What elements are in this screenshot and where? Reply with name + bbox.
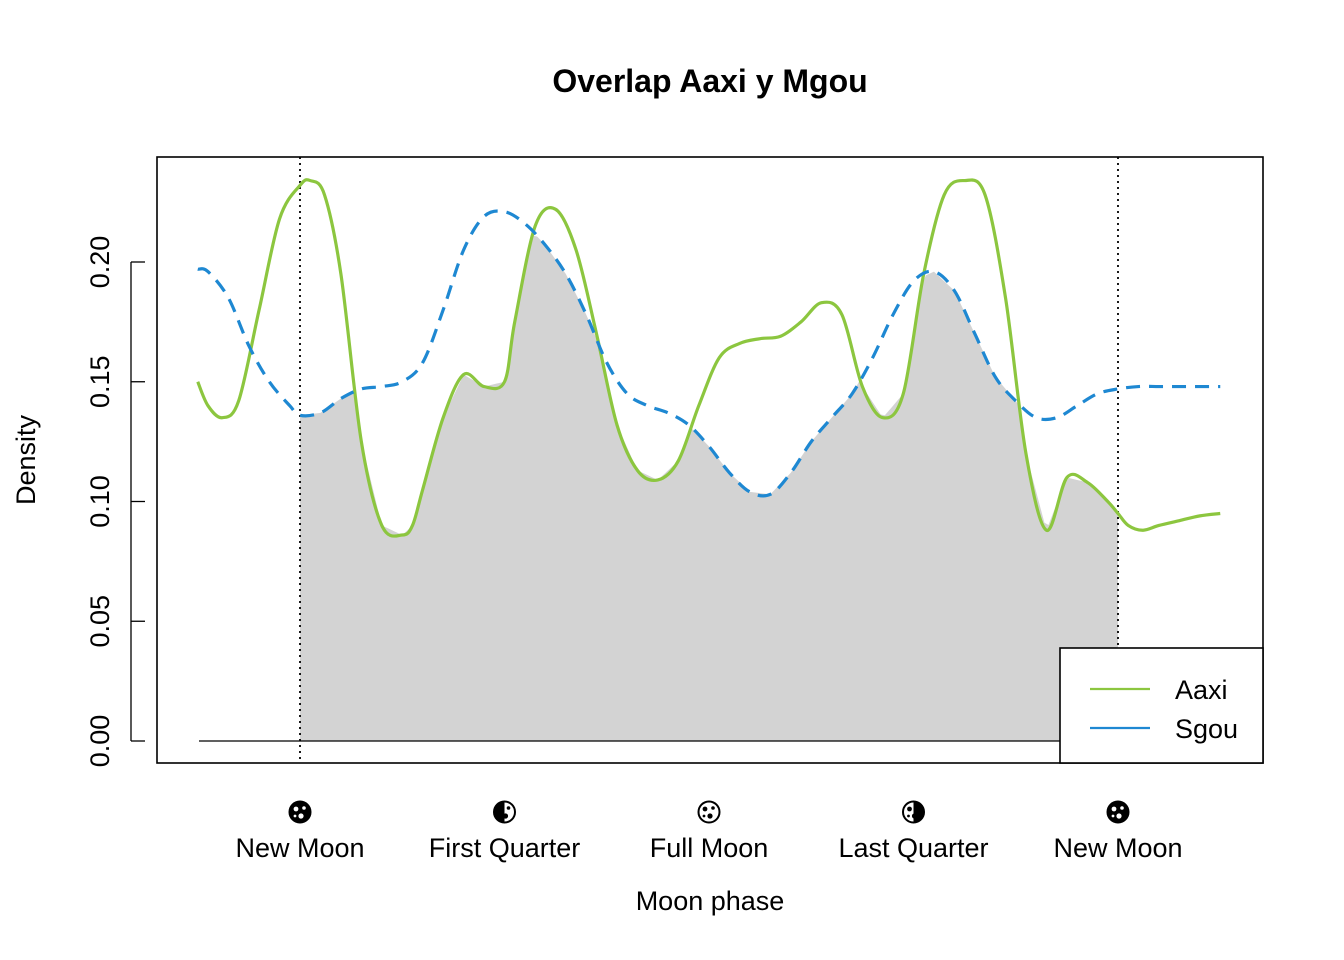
y-tick-label: 0.10 (85, 475, 115, 528)
series-line-aaxi (196, 178, 1221, 538)
x-axis-label: Moon phase (636, 886, 785, 916)
x-tick-label: Full Moon (650, 833, 769, 863)
new-moon-icon (288, 800, 312, 824)
legend-label-aaxi: Aaxi (1175, 675, 1228, 705)
x-tick-label: First Quarter (429, 833, 581, 863)
full-moon-icon (697, 800, 721, 824)
x-tick-label: New Moon (235, 833, 364, 863)
x-tick-label: New Moon (1053, 833, 1182, 863)
last-quarter-icon (902, 800, 925, 824)
y-tick-label: 0.15 (85, 355, 115, 408)
series-line-sgou (197, 209, 1221, 498)
y-tick-label: 0.05 (85, 595, 115, 648)
legend-box (1059, 647, 1264, 764)
legend-label-sgou: Sgou (1175, 714, 1238, 744)
x-tick-label: Last Quarter (838, 833, 988, 863)
first-quarter-icon (493, 800, 516, 824)
overlap-area (300, 235, 1118, 741)
y-tick-label: 0.00 (85, 715, 115, 768)
y-axis-label: Density (11, 414, 41, 505)
y-tick-label: 0.20 (85, 236, 115, 289)
plot-frame (156, 156, 1264, 764)
new-moon-icon (1106, 800, 1130, 824)
plot-area: 0.00 0.05 0.10 0.15 0.20 New Moon First Quarte… (85, 156, 1264, 863)
chart-title: Overlap Aaxi y Mgou (552, 63, 867, 99)
